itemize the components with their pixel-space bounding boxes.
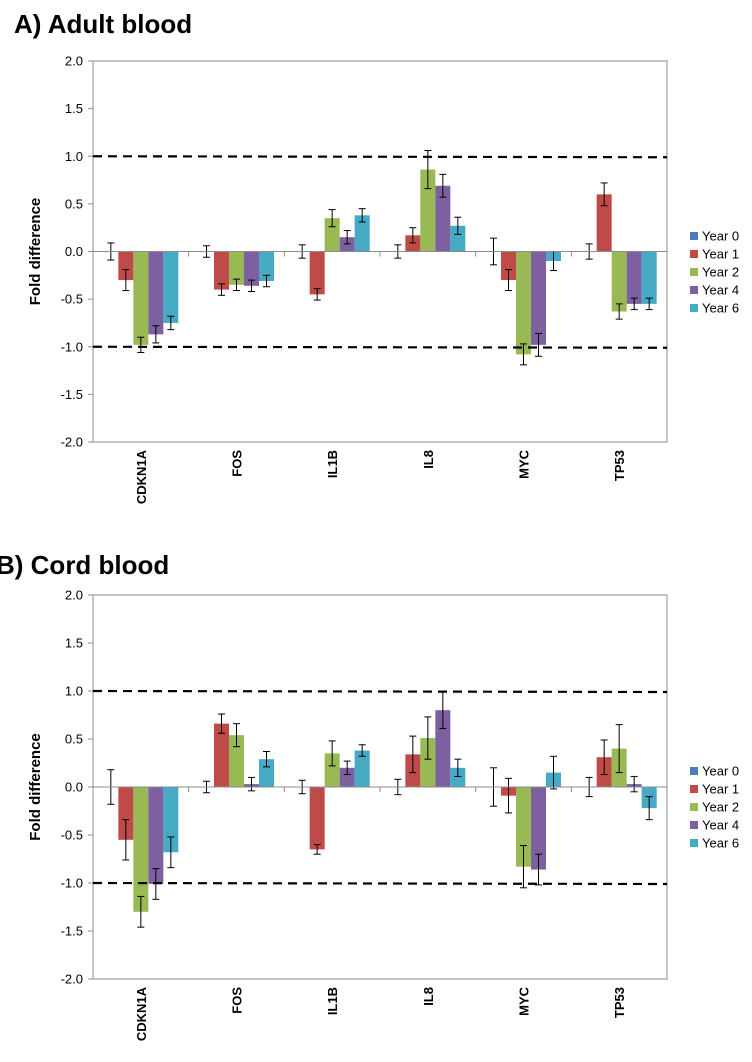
legend-swatch	[690, 803, 698, 811]
legend-entry: Year 0	[702, 764, 739, 779]
y-tick-label: -0.5	[61, 828, 83, 843]
y-tick-label: -1.5	[61, 387, 83, 402]
bar-il8-year-6	[450, 767, 466, 787]
legend-entry: Year 2	[702, 800, 739, 815]
category-label: MYC	[517, 986, 532, 1016]
chart-title: B) Cord blood	[0, 550, 169, 580]
category-label: FOS	[230, 987, 245, 1014]
legend-swatch	[690, 767, 698, 775]
bar-il8-year-4	[435, 710, 451, 787]
y-tick-label: 0.0	[65, 244, 83, 259]
bar-cdkn1a-year-1	[118, 787, 134, 840]
category-label: MYC	[517, 449, 532, 479]
reference-line	[92, 689, 668, 694]
bar-il8-year-6	[450, 225, 466, 252]
bar-cdkn1a-year-2	[133, 251, 149, 345]
legend-entry: Year 6	[702, 301, 739, 316]
legend-entry: Year 2	[702, 265, 739, 280]
bar-myc-year-4	[531, 787, 546, 870]
panel-adult-blood: A) Adult blood 2.0 1.5 1.0 0.5 0.0 -0.5 -1.0 -1.…	[14, 9, 739, 504]
y-tick-label: -1.0	[61, 876, 83, 891]
bar-fos-year-6	[259, 251, 274, 282]
bar-myc-year-2	[516, 787, 531, 867]
category-label: IL8	[421, 987, 436, 1006]
bar-il1b-year-6	[354, 215, 370, 252]
bar-myc-year-4	[531, 251, 546, 345]
y-tick-label: -1.5	[61, 924, 83, 939]
legend-swatch	[690, 268, 698, 276]
bar-il1b-year-1	[309, 787, 325, 850]
bar-fos-year-4	[244, 251, 259, 286]
y-tick-label: 0.5	[65, 196, 83, 211]
y-tick-label: 1.5	[65, 101, 83, 116]
y-tick-label: -2.0	[61, 972, 83, 987]
legend-entry: Year 4	[702, 818, 739, 833]
y-tick-label: 2.0	[65, 588, 83, 603]
bar-il8-year-4	[435, 185, 451, 252]
y-tick-label: -1.0	[61, 339, 83, 354]
legend-entry: Year 0	[702, 229, 739, 244]
legend-swatch	[690, 304, 698, 312]
bar-tp53-year-4	[626, 251, 642, 304]
bar-il1b-year-1	[309, 251, 325, 295]
legend-entry: Year 6	[702, 836, 739, 851]
category-label: TP53	[612, 987, 627, 1018]
legend-swatch	[690, 785, 698, 793]
bar-tp53-year-2	[611, 251, 627, 312]
y-tick-label: 0.0	[65, 780, 83, 795]
category-label: IL1B	[325, 987, 340, 1015]
bar-cdkn1a-year-6	[163, 251, 179, 323]
bar-myc-year-2	[516, 251, 531, 355]
category-label: CDKN1A	[134, 449, 149, 504]
y-tick-label: -2.0	[61, 435, 83, 450]
bar-il1b-year-6	[354, 750, 370, 787]
bar-cdkn1a-year-4	[148, 251, 164, 335]
bar-tp53-year-6	[641, 251, 657, 304]
bar-fos-year-2	[229, 735, 244, 787]
legend-swatch	[690, 250, 698, 258]
bar-cdkn1a-year-2	[133, 787, 149, 912]
bar-fos-year-6	[259, 759, 274, 787]
bar-fos-year-1	[214, 723, 229, 787]
legend-swatch	[690, 286, 698, 294]
bar-cdkn1a-year-4	[148, 787, 164, 884]
y-tick-label: 1.5	[65, 636, 83, 651]
y-tick-label: -0.5	[61, 292, 83, 307]
category-label: IL1B	[325, 450, 340, 478]
legend-swatch	[690, 839, 698, 847]
y-axis-label: Fold difference	[27, 198, 44, 306]
category-label: CDKN1A	[134, 986, 149, 1041]
legend-entry: Year 4	[702, 283, 739, 298]
y-tick-label: 1.0	[65, 684, 83, 699]
y-tick-label: 2.0	[65, 54, 83, 69]
category-label: TP53	[612, 450, 627, 481]
legend-entry: Year 1	[702, 247, 739, 262]
reference-line	[92, 881, 668, 886]
bar-il1b-year-2	[324, 218, 340, 252]
y-tick-label: 0.5	[65, 732, 83, 747]
legend-entry: Year 1	[702, 782, 739, 797]
reference-line	[92, 155, 668, 159]
bar-il1b-year-2	[324, 753, 340, 787]
bar-myc-year-1	[501, 251, 516, 281]
bar-cdkn1a-year-1	[118, 251, 134, 281]
legend-swatch	[690, 232, 698, 240]
bar-il8-year-2	[420, 169, 436, 252]
legend-swatch	[690, 821, 698, 829]
chart-title: A) Adult blood	[14, 9, 192, 39]
reference-line	[92, 345, 668, 349]
bar-il8-year-2	[420, 738, 436, 787]
y-axis-label: Fold difference	[27, 733, 44, 841]
panel-cord-blood: B) Cord blood 2.0 1.5 1.0 0.5 0.0 -0.5 -1.0 -1.5…	[0, 550, 739, 1041]
bar-cdkn1a-year-6	[163, 787, 179, 853]
bar-fos-year-2	[229, 251, 244, 285]
bar-il1b-year-4	[339, 767, 355, 787]
y-tick-label: 1.0	[65, 149, 83, 164]
bar-fos-year-1	[214, 251, 229, 290]
bar-tp53-year-1	[596, 194, 612, 252]
category-label: FOS	[230, 450, 245, 477]
category-label: IL8	[421, 450, 436, 469]
